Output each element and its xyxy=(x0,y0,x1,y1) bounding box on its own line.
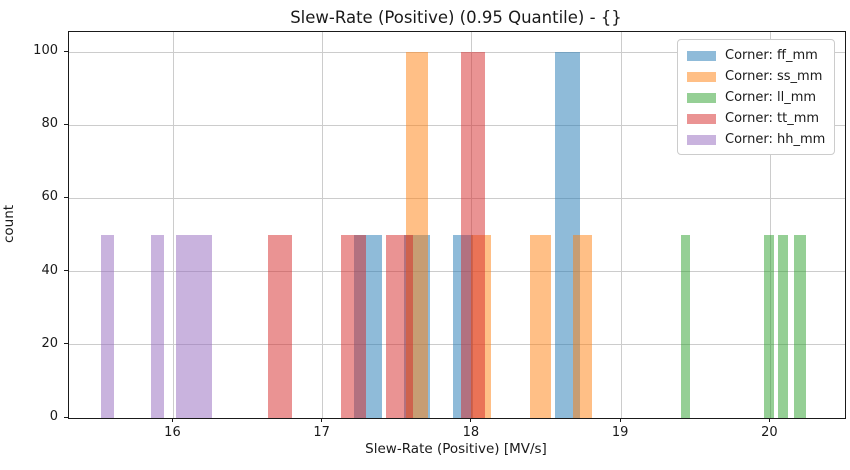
histogram-bar-tt_mm xyxy=(341,235,366,418)
legend-item-ll_mm: Corner: ll_mm xyxy=(678,87,834,108)
histogram-bar-hh_mm xyxy=(150,235,165,418)
y-tick-mark xyxy=(64,343,68,345)
legend-item-hh_mm: Corner: hh_mm xyxy=(678,129,834,150)
x-tick-mark xyxy=(619,418,621,422)
x-tick-label: 17 xyxy=(313,425,330,440)
gridline-horizontal xyxy=(69,51,845,53)
histogram-bar-ll_mm xyxy=(763,235,774,418)
x-tick-label: 19 xyxy=(611,425,629,440)
gridline-vertical xyxy=(620,32,622,418)
legend-label: Corner: ll_mm xyxy=(725,90,817,105)
y-axis-label: count xyxy=(1,204,17,244)
histogram-bar-ll_mm xyxy=(777,235,788,418)
x-tick-mark xyxy=(470,418,472,422)
y-tick-mark xyxy=(64,416,68,418)
x-tick-label: 16 xyxy=(164,425,181,440)
legend: Corner: ff_mm Corner: ss_mm Corner: ll_mm C… xyxy=(677,39,835,155)
y-tick-label: 20 xyxy=(41,335,58,351)
x-axis-label: Slew-Rate (Positive) [MV/s] xyxy=(365,441,547,457)
histogram-bar-ss_mm xyxy=(572,235,593,418)
histogram-bar-hh_mm xyxy=(175,235,212,418)
histogram-bar-ss_mm xyxy=(529,235,551,418)
gridline-vertical xyxy=(172,32,174,418)
legend-item-ss_mm: Corner: ss_mm xyxy=(678,66,834,87)
y-tick-mark xyxy=(64,123,68,125)
y-tick-label: 80 xyxy=(41,116,58,132)
histogram-bar-tt_mm xyxy=(385,235,413,418)
y-tick-mark xyxy=(64,196,68,198)
legend-color-patch xyxy=(687,71,716,82)
legend-label: Corner: ff_mm xyxy=(725,48,818,63)
legend-color-patch xyxy=(687,50,716,61)
x-tick-mark xyxy=(171,418,173,422)
gridline-vertical xyxy=(769,32,771,418)
y-tick-mark xyxy=(64,50,68,52)
legend-label: Corner: tt_mm xyxy=(725,111,820,126)
y-tick-label: 100 xyxy=(33,43,58,59)
gridline-vertical xyxy=(322,32,324,418)
histogram-bar-tt_mm xyxy=(461,52,485,418)
histogram-bar-ll_mm xyxy=(793,235,806,418)
legend-label: Corner: ss_mm xyxy=(725,69,823,84)
legend-item-ff_mm: Corner: ff_mm xyxy=(678,45,834,66)
histogram-bar-hh_mm xyxy=(100,235,115,418)
legend-color-patch xyxy=(687,134,716,145)
x-tick-label: 20 xyxy=(761,425,778,440)
x-tick-mark xyxy=(768,418,770,422)
y-tick-label: 0 xyxy=(49,409,58,424)
chart-title: Slew-Rate (Positive) (0.95 Quantile) - {… xyxy=(290,8,622,27)
histogram-bar-tt_mm xyxy=(267,235,292,418)
x-tick-label: 18 xyxy=(462,425,480,440)
gridline-horizontal xyxy=(69,197,845,199)
y-tick-mark xyxy=(64,270,68,272)
legend-color-patch xyxy=(687,92,716,103)
legend-item-tt_mm: Corner: tt_mm xyxy=(678,108,834,129)
gridline-horizontal xyxy=(69,124,845,126)
legend-label: Corner: hh_mm xyxy=(725,132,826,147)
x-tick-mark xyxy=(321,418,323,422)
legend-color-patch xyxy=(687,113,716,124)
y-tick-label: 60 xyxy=(41,189,58,205)
y-tick-label: 40 xyxy=(41,262,58,278)
histogram-bar-ll_mm xyxy=(680,235,690,418)
